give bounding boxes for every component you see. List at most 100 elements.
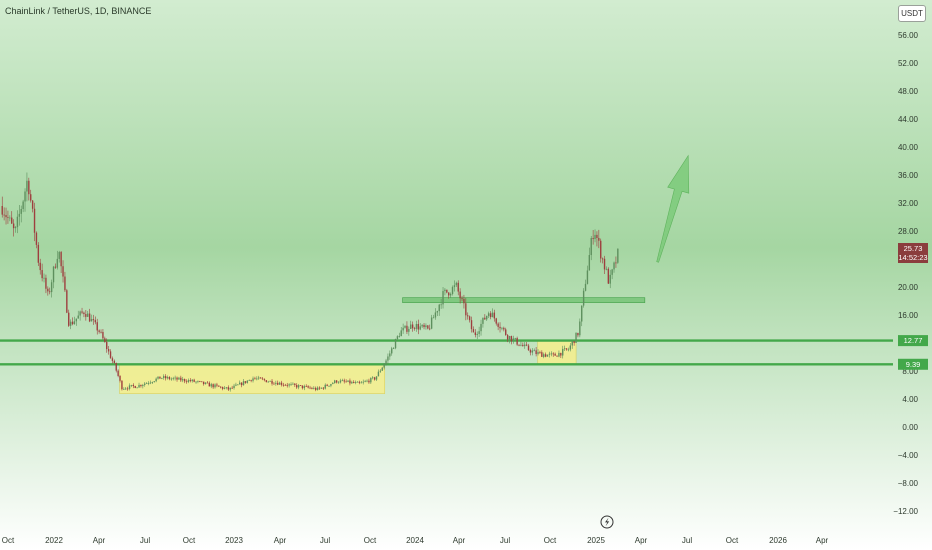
candle xyxy=(134,385,136,389)
candle xyxy=(1,196,3,218)
time-tick-label: 2025 xyxy=(587,536,605,545)
candle xyxy=(290,382,292,387)
candle xyxy=(506,334,509,343)
candle xyxy=(567,347,570,352)
candle xyxy=(391,346,393,356)
candle xyxy=(258,375,260,380)
candle xyxy=(392,347,395,350)
candle xyxy=(100,329,102,334)
candle xyxy=(351,380,353,384)
candle xyxy=(3,207,5,221)
candle xyxy=(235,382,237,387)
candle xyxy=(582,288,585,308)
tradingview-logo-icon[interactable] xyxy=(600,515,614,529)
candle xyxy=(415,320,418,332)
candle xyxy=(377,369,380,377)
candle xyxy=(419,323,421,331)
candle xyxy=(463,294,465,309)
candle xyxy=(470,316,473,333)
candle xyxy=(183,378,186,384)
candle xyxy=(563,345,566,351)
projection-arrow[interactable] xyxy=(656,154,690,263)
candle xyxy=(64,271,66,292)
candle xyxy=(227,385,230,392)
candle xyxy=(341,378,344,382)
candle xyxy=(577,332,579,338)
candle xyxy=(501,327,503,331)
candle xyxy=(335,379,338,384)
candle xyxy=(273,381,275,385)
candle xyxy=(533,348,535,352)
candle xyxy=(440,298,442,309)
candle xyxy=(562,345,564,359)
time-tick-label: Jul xyxy=(682,536,692,545)
candle xyxy=(316,386,319,391)
time-tick-label: 2024 xyxy=(406,536,424,545)
candle xyxy=(168,376,171,381)
candle xyxy=(584,279,587,292)
candle xyxy=(278,381,281,385)
candle xyxy=(233,383,235,390)
candle xyxy=(486,315,488,321)
candle xyxy=(159,376,161,379)
candle xyxy=(259,377,262,379)
currency-unit-button[interactable]: USDT xyxy=(898,5,926,22)
candle xyxy=(288,383,290,388)
candle xyxy=(220,386,222,389)
candle xyxy=(322,386,325,391)
candle xyxy=(81,307,83,315)
candle xyxy=(18,204,21,226)
candle xyxy=(328,385,330,388)
candle xyxy=(573,341,575,346)
candle xyxy=(85,309,87,321)
candle xyxy=(180,375,182,382)
resistance-zone-1[interactable] xyxy=(402,297,646,303)
candle xyxy=(451,285,454,296)
candle xyxy=(381,366,383,371)
candle xyxy=(579,318,581,338)
candle xyxy=(605,266,608,271)
candle xyxy=(596,231,598,247)
candle xyxy=(410,320,412,329)
candle xyxy=(478,326,480,338)
candle xyxy=(372,376,374,380)
candle xyxy=(541,350,543,357)
candle xyxy=(123,387,125,390)
candle xyxy=(446,289,448,294)
candle xyxy=(400,327,402,337)
consolidation-zone-0[interactable] xyxy=(119,364,386,394)
candle xyxy=(39,258,41,275)
candle xyxy=(166,375,169,380)
candle xyxy=(442,286,444,309)
candle xyxy=(484,314,486,320)
arrow-layer xyxy=(656,154,690,263)
candle xyxy=(126,386,129,391)
price-tick-label: 8.00 xyxy=(902,367,918,376)
candle xyxy=(356,381,359,383)
candle xyxy=(62,260,64,283)
candle xyxy=(157,376,159,380)
candle xyxy=(263,378,266,382)
candle xyxy=(453,280,456,292)
candle xyxy=(489,311,492,320)
candle xyxy=(326,383,328,387)
candle xyxy=(320,387,323,390)
levels-layer xyxy=(0,339,893,366)
candle xyxy=(520,341,522,347)
candle xyxy=(68,309,70,327)
candle xyxy=(28,177,30,201)
candle xyxy=(45,274,47,294)
price-tick-label: −8.00 xyxy=(898,479,919,488)
candle xyxy=(487,311,490,319)
candle xyxy=(282,382,285,387)
price-tick-label: 52.00 xyxy=(898,59,919,68)
candle xyxy=(284,383,287,386)
time-tick-label: Jul xyxy=(500,536,510,545)
candle xyxy=(94,316,97,325)
candle xyxy=(37,242,40,267)
candle xyxy=(527,343,530,352)
candle xyxy=(309,385,311,390)
candle xyxy=(406,321,408,335)
